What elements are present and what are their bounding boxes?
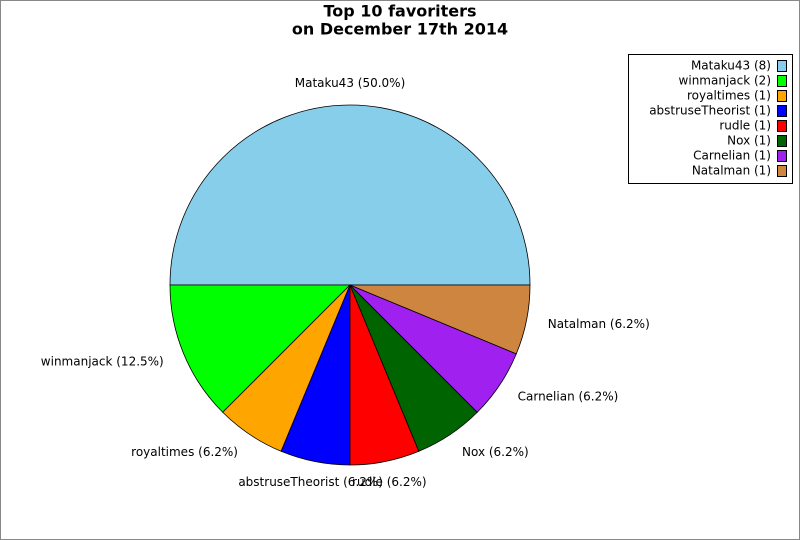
legend-swatch (777, 120, 787, 132)
slice-label: abstruseTheorist (6.2%) (238, 475, 383, 489)
legend-swatch (777, 90, 787, 102)
legend-swatch (777, 135, 787, 147)
legend-label: Natalman (1) (692, 164, 771, 178)
chart-title: on December 17th 2014 (292, 20, 508, 39)
legend-label: royaltimes (1) (687, 89, 771, 103)
slice-label: Nox (6.2%) (462, 445, 529, 459)
slice-label: Mataku43 (50.0%) (295, 76, 406, 90)
legend-label: rudle (1) (719, 119, 771, 133)
legend-swatch (777, 165, 787, 177)
legend-swatch (777, 105, 787, 117)
legend-swatch (777, 60, 787, 72)
legend-label: Mataku43 (8) (691, 59, 771, 73)
legend-box (628, 54, 793, 184)
legend-label: winmanjack (2) (679, 74, 771, 88)
slice-label: Carnelian (6.2%) (518, 390, 619, 404)
legend-label: abstruseTheorist (1) (649, 104, 771, 118)
chart-title: Top 10 favoriters (323, 2, 476, 21)
slice-label: Natalman (6.2%) (548, 317, 650, 331)
pie-slice (349, 284, 531, 355)
slice-label: royaltimes (6.2%) (131, 445, 238, 459)
legend-swatch (777, 75, 787, 87)
slice-label: winmanjack (12.5%) (41, 355, 164, 369)
legend-label: Nox (1) (727, 134, 771, 148)
legend-label: Carnelian (1) (693, 149, 771, 163)
pie-slice (169, 284, 351, 413)
slice-label: rudle (6.2%) (352, 475, 427, 489)
pie-slice (169, 104, 531, 286)
legend-swatch (777, 150, 787, 162)
